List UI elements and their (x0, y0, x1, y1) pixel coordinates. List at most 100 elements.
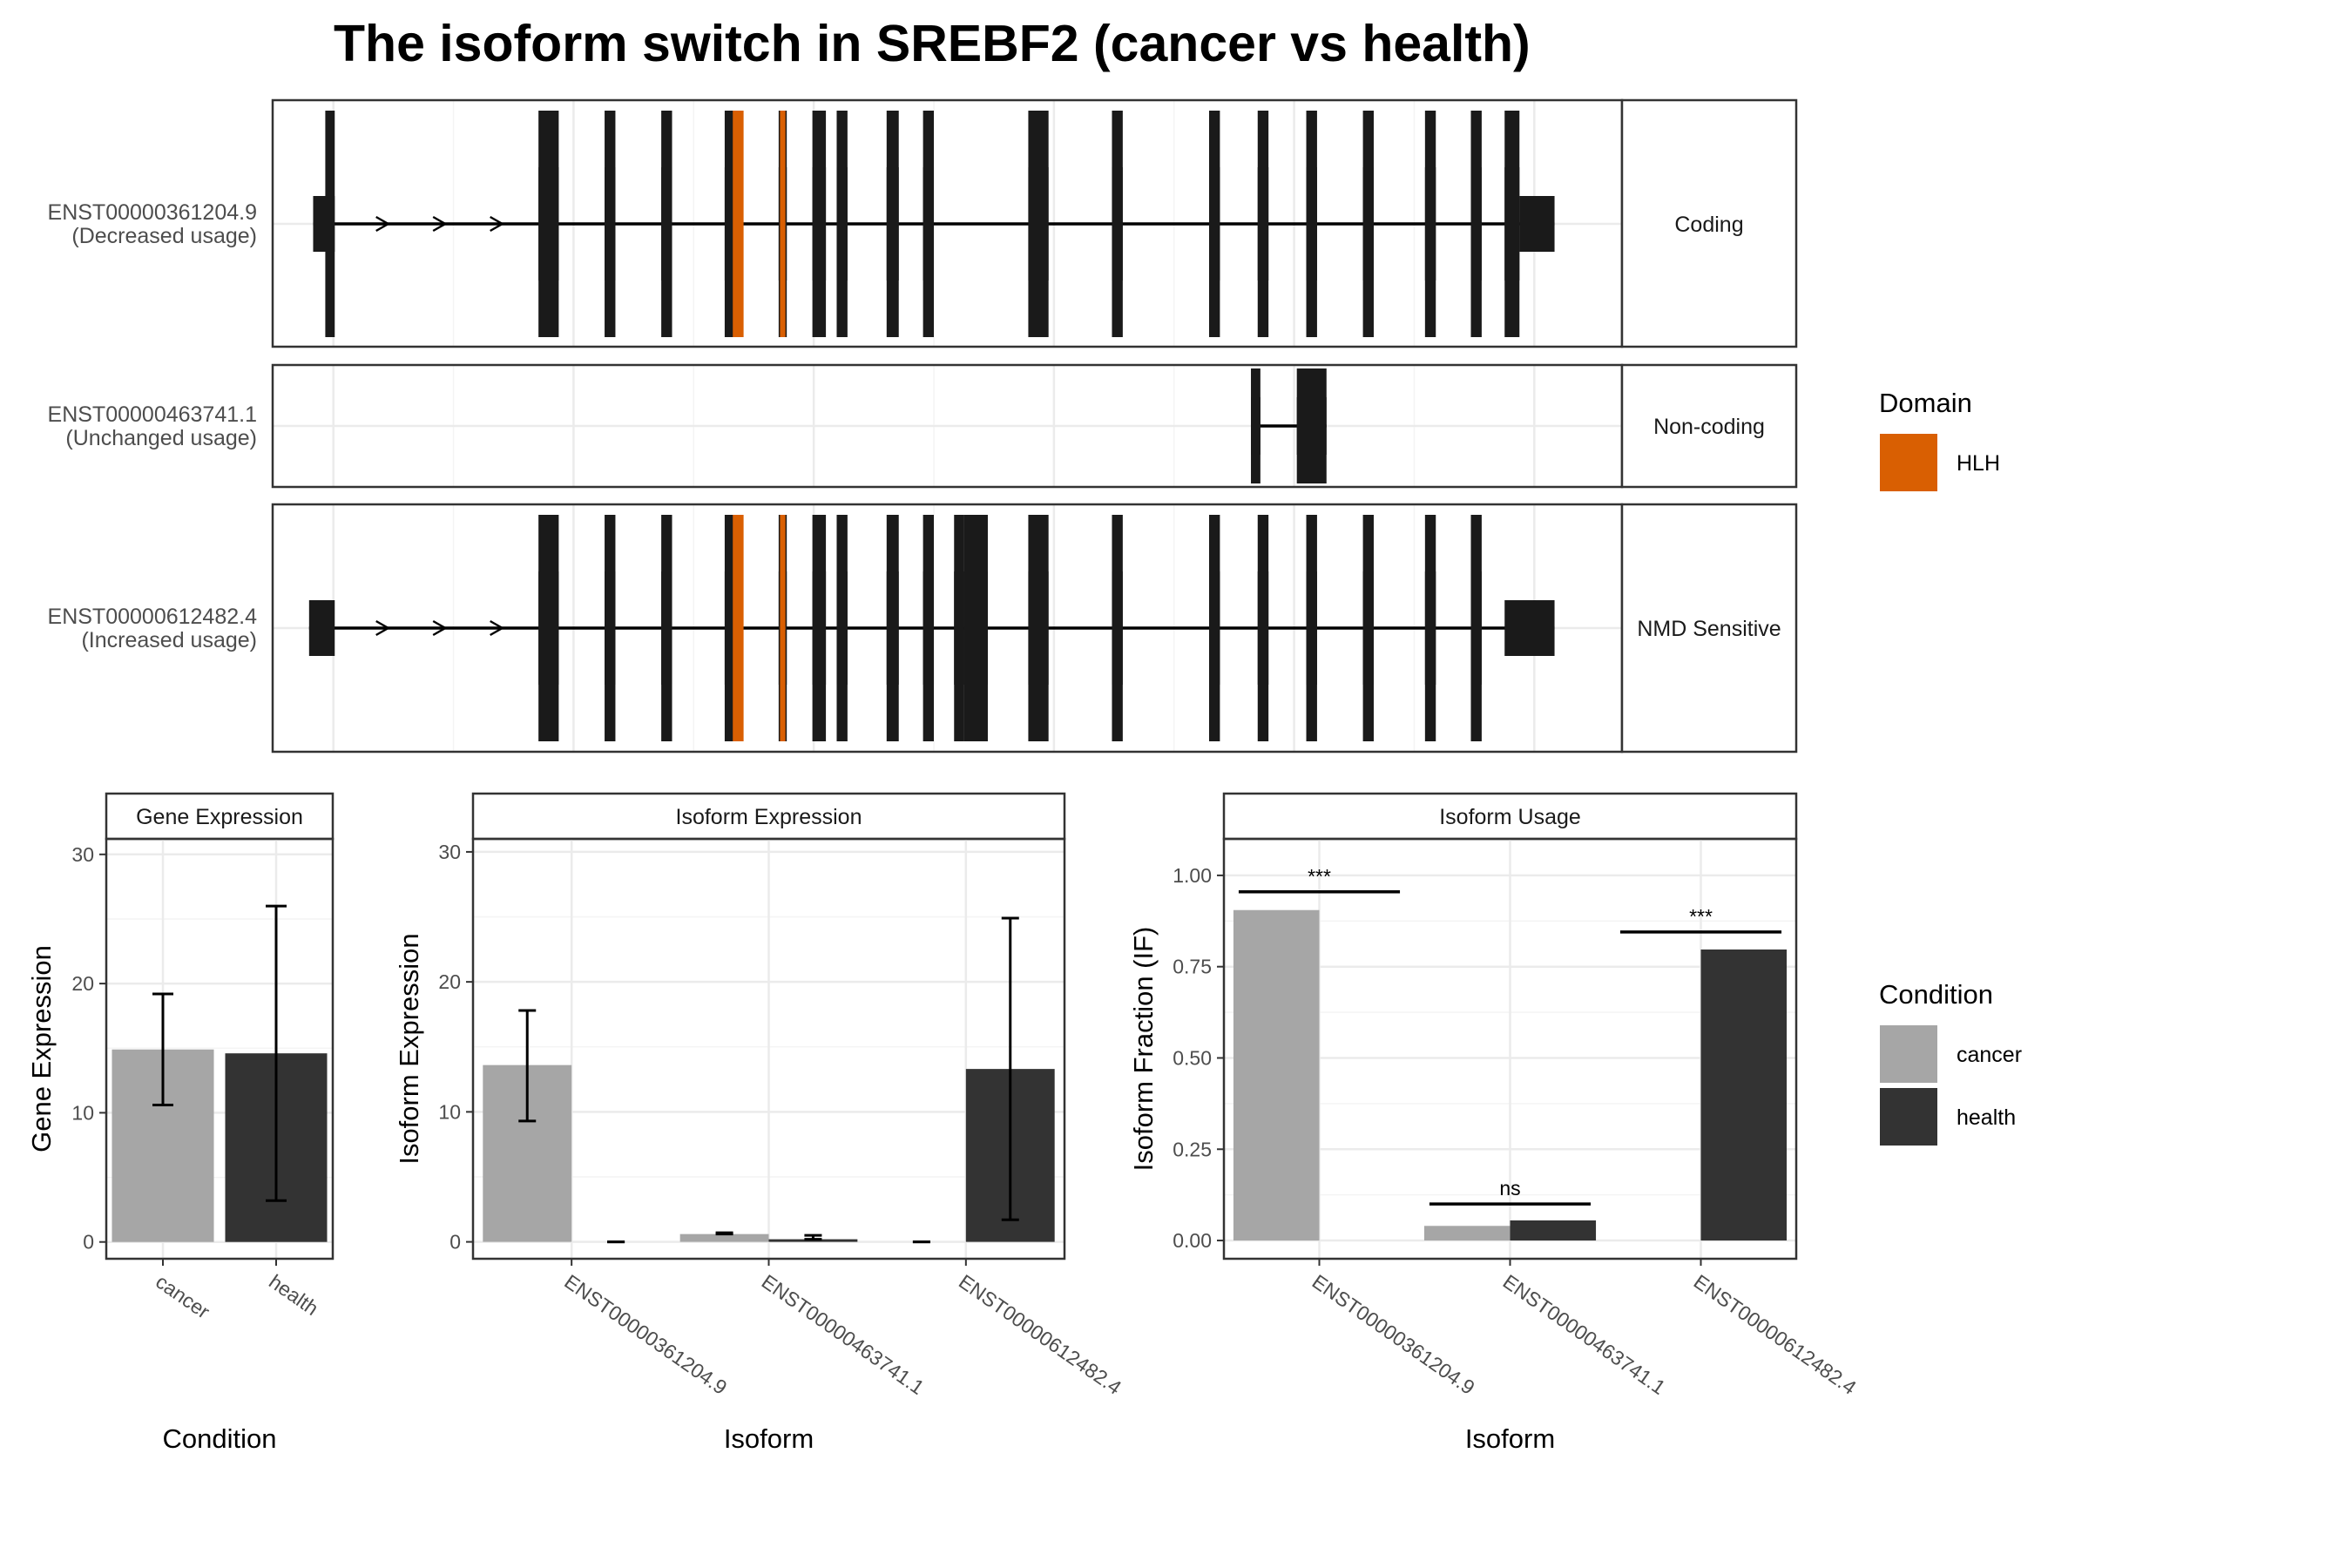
transcript-category-label: NMD Sensitive (1637, 617, 1781, 641)
exon-block (1257, 111, 1269, 337)
x-tick-label: health (265, 1270, 322, 1320)
x-tick-label: ENST00000361204.9 (560, 1270, 731, 1399)
legend-key-cancer (1880, 1025, 1937, 1083)
transcript-category-label: Non-coding (1653, 415, 1765, 439)
transcript-id-label: ENST00000612482.4 (48, 605, 258, 629)
exon-block (1028, 111, 1049, 337)
exon-block (812, 111, 827, 337)
hlh-domain-block (780, 111, 786, 337)
exon-block (661, 515, 672, 741)
exon-block (1209, 111, 1220, 337)
legend-label: health (1957, 1105, 2016, 1130)
exon-block (1362, 111, 1374, 337)
exon-block (1424, 111, 1436, 337)
legend-key-health (1880, 1088, 1937, 1146)
category-strip (1620, 98, 1798, 348)
y-tick-label: 1.00 (1173, 864, 1212, 887)
exon-block (1209, 515, 1220, 741)
exon-block (1470, 515, 1482, 741)
isoform-usage-panel: Isoform Usage *** ns *** 0.00 0.25 0.50 0.75 1.0… (1128, 792, 1861, 1454)
y-tick-label: 0.25 (1173, 1138, 1212, 1160)
x-tick-label: ENST00000463741.1 (758, 1270, 929, 1399)
chart-title: The isoform switch in SREBF2 (cancer vs … (334, 15, 1531, 72)
isoform-expression-panel: Isoform Expression 0 10 20 30 ENST00000361204… (394, 792, 1125, 1454)
exon-block (886, 515, 899, 741)
y-tick-label: 20 (71, 972, 94, 995)
x-axis-title: Condition (163, 1423, 277, 1454)
y-tick-label: 30 (438, 841, 461, 863)
y-tick-label: 0.50 (1173, 1046, 1212, 1069)
y-axis-title: Isoform Expression (394, 933, 424, 1164)
x-tick-label: ENST00000463741.1 (1499, 1270, 1670, 1399)
exon-block (1257, 515, 1269, 741)
exon-block (538, 111, 559, 337)
y-tick-label: 10 (438, 1100, 461, 1123)
x-tick-label: ENST00000612482.4 (1690, 1270, 1861, 1399)
transcript-row-ENST00000463741.1: Non-coding ENST00000463741.1(Unchanged us… (48, 363, 1798, 489)
panel-strip-label: Isoform Usage (1439, 805, 1581, 829)
significance-label: *** (1689, 905, 1713, 928)
transcript-usage-label: (Increased usage) (81, 628, 257, 652)
exon-block (923, 111, 935, 337)
exon-block (1306, 515, 1317, 741)
exon-block (605, 111, 616, 337)
exon-block (1519, 196, 1555, 252)
category-strip (1620, 363, 1798, 489)
exon-block (1028, 515, 1049, 741)
legend-label: HLH (1957, 451, 2000, 476)
exon-block (1251, 368, 1260, 483)
exon-block (1112, 515, 1123, 741)
legend-key-hlh (1880, 434, 1937, 491)
exon-block (836, 111, 848, 337)
transcript-usage-label: (Unchanged usage) (65, 426, 257, 450)
transcript-id-label: ENST00000361204.9 (48, 200, 257, 225)
transcript-structure-panel: Coding ENST00000361204.9(Decreased usage)… (48, 98, 1798, 754)
hlh-domain-block (733, 515, 744, 741)
bar-health (1700, 949, 1788, 1241)
legend-label: cancer (1957, 1043, 2022, 1067)
panel-strip-label: Isoform Expression (676, 805, 862, 829)
bar-cancer (1233, 909, 1320, 1241)
transcript-category-label: Coding (1674, 213, 1743, 237)
y-tick-label: 0.00 (1173, 1229, 1212, 1252)
panel-border (105, 837, 335, 1260)
exon-block (1504, 111, 1520, 337)
y-tick-label: 0 (83, 1231, 94, 1254)
y-tick-label: 20 (438, 970, 461, 993)
transcript-row-ENST00000612482.4: NMD Sensitive ENST00000612482.4(Increased… (48, 503, 1798, 754)
gene-expression-panel: Gene Expression 0 10 20 30 cancer health Condit… (26, 792, 335, 1454)
panel-strip-label: Gene Expression (136, 805, 303, 829)
bar-health (1510, 1220, 1597, 1241)
exon-block (923, 515, 935, 741)
y-axis-title: Gene Expression (26, 945, 57, 1152)
category-strip (1620, 503, 1798, 754)
y-tick-label: 30 (71, 843, 94, 866)
bar-cancer (1423, 1226, 1511, 1241)
hlh-domain-block (780, 515, 786, 741)
transcript-usage-label: (Decreased usage) (71, 224, 257, 248)
legend-title: Condition (1879, 979, 1993, 1010)
exon-block (886, 111, 899, 337)
exon-block (661, 111, 672, 337)
exon-block (605, 515, 616, 741)
hlh-domain-block (733, 111, 744, 337)
exon-block (954, 515, 964, 741)
x-tick-label: cancer (152, 1270, 214, 1323)
x-tick-label: ENST00000361204.9 (1308, 1270, 1479, 1399)
exon-block (1424, 515, 1436, 741)
x-tick-label: ENST00000612482.4 (955, 1270, 1125, 1399)
exon-block (1296, 368, 1327, 483)
y-tick-label: 0.75 (1173, 956, 1212, 978)
condition-legend: Condition cancer health (1879, 979, 2022, 1146)
panel-strip (105, 792, 335, 841)
exon-block (1504, 600, 1555, 656)
exon-block (812, 515, 827, 741)
y-tick-label: 0 (449, 1231, 461, 1254)
exon-block (325, 111, 335, 337)
exon-block (308, 600, 335, 656)
exon-block (1306, 111, 1317, 337)
y-tick-label: 10 (71, 1101, 94, 1124)
legend-title: Domain (1879, 388, 1972, 418)
exon-block (1362, 515, 1374, 741)
